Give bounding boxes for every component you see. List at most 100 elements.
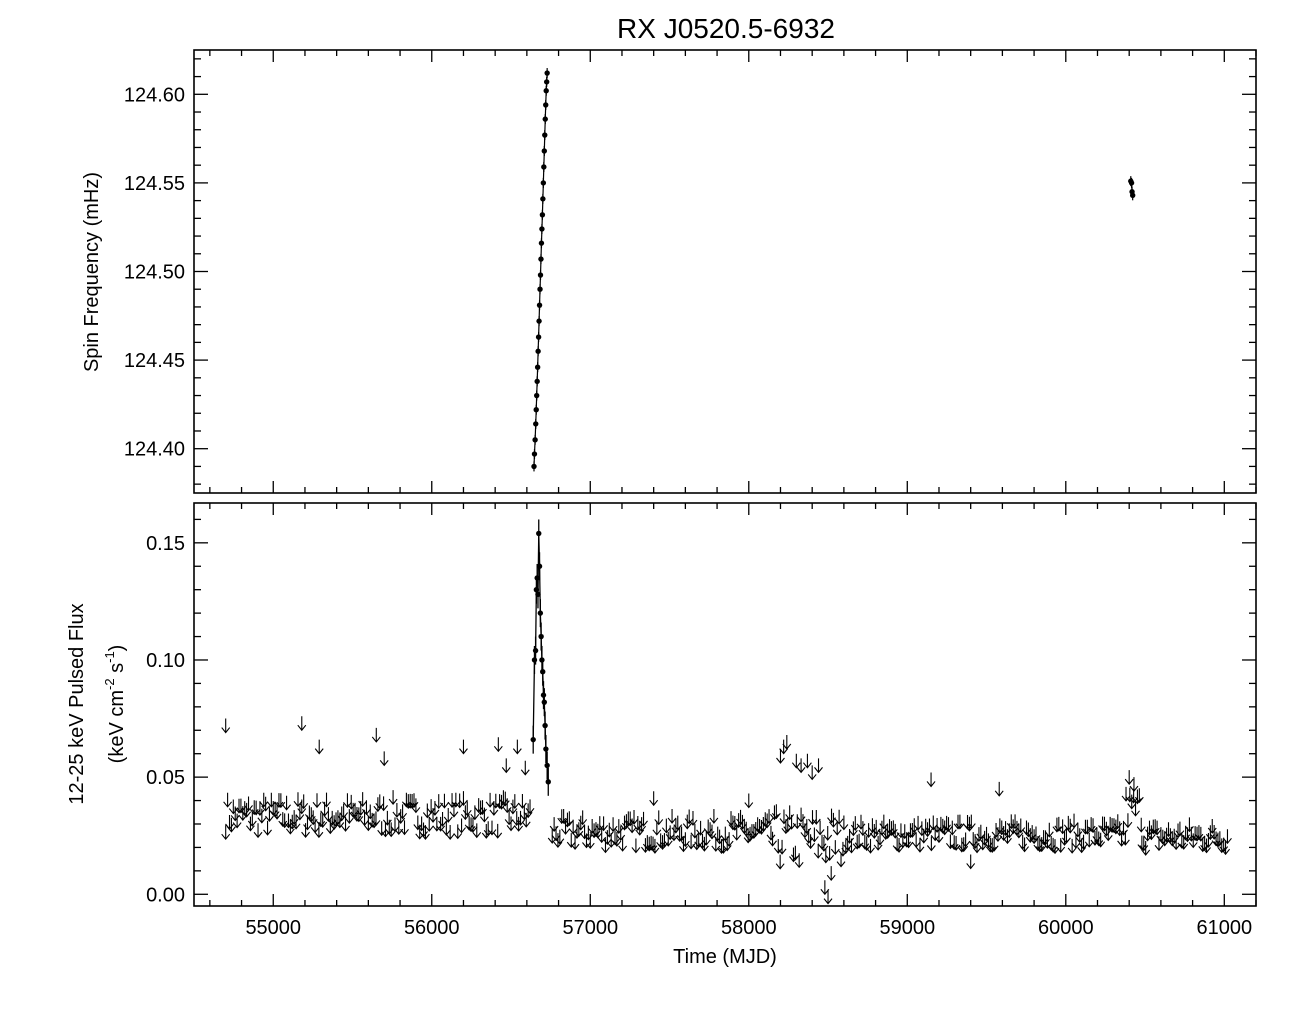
upper-limit-arrow xyxy=(585,834,595,850)
upper-limit-arrow-shape xyxy=(813,843,823,859)
upper-limit-arrow-shape xyxy=(314,739,324,755)
upper-limit-arrow xyxy=(259,792,269,808)
upper-limit-arrow-shape xyxy=(707,824,717,840)
upper-limit-arrow xyxy=(280,813,290,829)
upper-limit-arrow xyxy=(813,843,823,859)
upper-limit-arrow xyxy=(1223,829,1232,845)
upper-limit-arrow-shape xyxy=(847,838,856,854)
upper-limit-arrow xyxy=(1113,814,1123,830)
upper-limit-arrow xyxy=(377,821,387,837)
upper-limit-arrow-shape xyxy=(553,833,563,849)
upper-limit-arrow-shape xyxy=(451,792,461,808)
upper-limit-arrow xyxy=(445,825,455,840)
upper-limit-arrow-shape xyxy=(608,817,618,833)
upper-limit-arrow-shape xyxy=(794,853,804,869)
upper-limit-arrow xyxy=(680,832,690,848)
upper-limit-arrow xyxy=(1146,825,1156,841)
upper-limit-arrow xyxy=(770,805,779,821)
upper-limit-arrow-shape xyxy=(244,796,253,812)
upper-limit-arrow-shape xyxy=(242,802,252,818)
upper-limit-arrow xyxy=(867,818,877,834)
upper-limit-arrow xyxy=(221,718,231,734)
flux-data-point xyxy=(536,563,543,569)
upper-limit-arrow xyxy=(253,823,263,839)
upper-limit-arrow-shape xyxy=(1134,788,1144,804)
upper-limit-arrow-shape xyxy=(555,829,565,845)
upper-limit-arrow-shape xyxy=(510,794,520,810)
upper-limit-arrow xyxy=(732,825,742,841)
upper-limit-arrow xyxy=(991,823,1001,838)
upper-limit-arrow xyxy=(739,819,749,834)
upper-limit-arrow-shape xyxy=(856,814,866,830)
upper-limit-arrow-shape xyxy=(644,836,654,852)
upper-limit-arrow xyxy=(987,838,997,853)
upper-limit-arrow-shape xyxy=(1016,818,1026,834)
upper-limit-arrow-shape xyxy=(1136,817,1146,833)
upper-limit-arrow-shape xyxy=(363,816,373,832)
upper-limit-arrow xyxy=(1165,828,1175,844)
upper-limit-arrow xyxy=(661,818,671,834)
x-tick-label: 57000 xyxy=(562,917,618,939)
upper-limit-arrow-shape xyxy=(549,817,559,833)
upper-limit-arrow-shape xyxy=(1211,831,1221,847)
upper-limit-arrow xyxy=(325,819,335,835)
upper-limit-arrow xyxy=(232,813,242,829)
upper-limit-arrow xyxy=(388,790,398,806)
upper-limit-arrow-shape xyxy=(373,797,383,813)
upper-limit-arrow-shape xyxy=(1090,831,1100,846)
flux-data-point xyxy=(542,722,548,729)
upper-limit-arrow xyxy=(726,811,736,826)
upper-limit-arrow-shape xyxy=(1129,777,1139,793)
upper-limit-arrow-shape xyxy=(420,825,430,840)
upper-limit-arrow-shape xyxy=(512,811,522,827)
upper-limit-arrow-shape xyxy=(1164,822,1173,838)
upper-limit-arrow-shape xyxy=(561,819,570,835)
upper-limit-arrow xyxy=(434,794,444,810)
upper-limit-arrow-shape xyxy=(785,805,795,821)
upper-limit-arrow xyxy=(836,852,846,868)
upper-limit-arrow-shape xyxy=(709,808,719,824)
upper-limit-arrow-shape xyxy=(1127,794,1137,810)
upper-limit-arrow-shape xyxy=(392,802,402,818)
upper-limit-arrow-shape xyxy=(994,781,1004,797)
upper-limit-arrow xyxy=(945,834,955,850)
upper-limit-arrow xyxy=(830,840,840,856)
upper-limit-arrow xyxy=(771,804,781,820)
upper-limit-arrow xyxy=(1088,818,1098,834)
upper-limit-arrow xyxy=(1164,822,1173,838)
upper-limit-arrow-shape xyxy=(738,814,747,830)
x-tick-label: 58000 xyxy=(721,917,777,939)
upper-limit-arrow-shape xyxy=(811,810,821,825)
upper-limit-arrow xyxy=(504,810,514,826)
upper-limit-arrow-shape xyxy=(892,836,902,852)
upper-limit-arrow-shape xyxy=(834,809,844,825)
spin-data-point xyxy=(532,437,538,443)
spin-data-point xyxy=(541,148,548,154)
upper-limit-arrow-shape xyxy=(775,854,785,870)
upper-limit-arrow xyxy=(291,814,301,830)
upper-limit-arrow xyxy=(413,815,423,831)
upper-limit-arrow-shape xyxy=(261,796,271,812)
upper-limit-arrow xyxy=(1121,786,1131,802)
upper-limit-arrow xyxy=(516,810,525,826)
upper-limit-arrow xyxy=(705,822,715,838)
upper-limit-arrow xyxy=(417,816,427,832)
upper-limit-arrow-shape xyxy=(827,808,836,824)
upper-limit-arrow-shape xyxy=(1169,828,1179,844)
upper-limit-arrow-shape xyxy=(777,839,787,855)
upper-limit-arrow-shape xyxy=(339,803,349,819)
upper-limit-arrow-shape xyxy=(1033,836,1043,851)
upper-limit-arrow-shape xyxy=(272,804,282,820)
upper-limit-arrow xyxy=(766,825,776,841)
upper-limit-arrow-shape xyxy=(498,790,508,806)
upper-limit-arrow-shape xyxy=(680,832,690,848)
upper-limit-arrow-shape xyxy=(921,818,931,834)
upper-limit-arrow-shape xyxy=(333,810,343,826)
upper-limit-arrow xyxy=(1211,831,1221,847)
flux-data-point xyxy=(544,762,550,769)
upper-limit-arrow-shape xyxy=(445,825,455,840)
upper-limit-arrow-shape xyxy=(649,791,659,807)
upper-limit-arrow xyxy=(966,854,976,870)
upper-limit-arrow xyxy=(703,819,713,835)
upper-limit-arrow-shape xyxy=(771,804,781,820)
